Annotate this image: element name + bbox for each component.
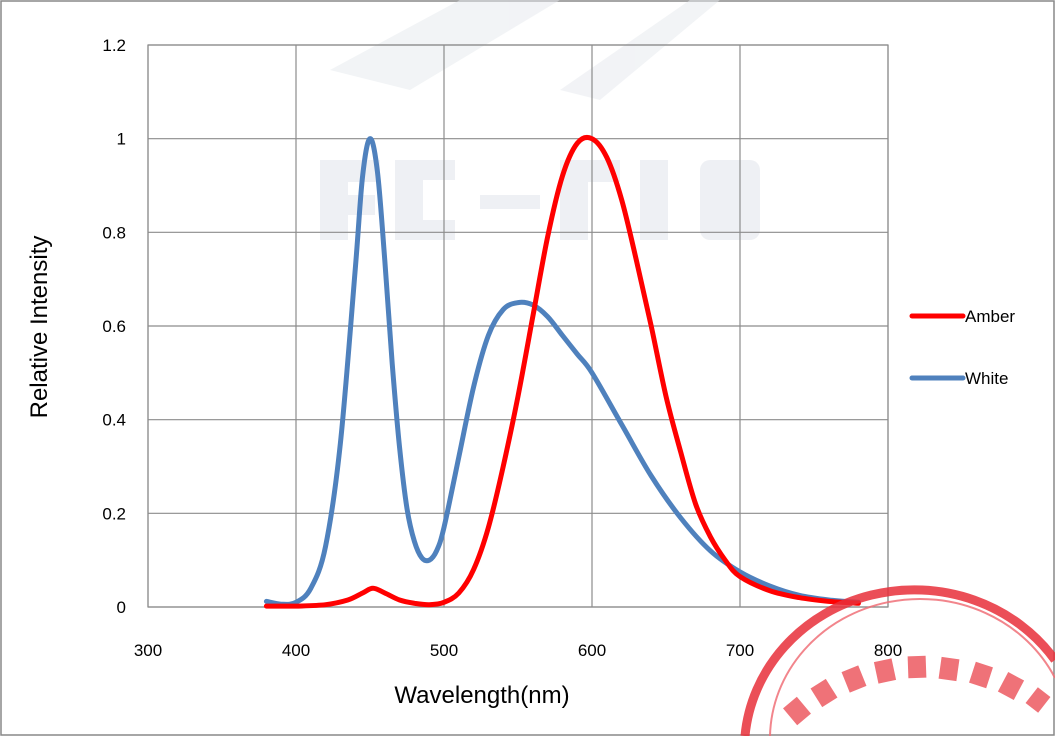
series-line-amber [263, 134, 861, 609]
x-tick-label: 800 [874, 641, 902, 660]
x-tick-label: 700 [726, 641, 754, 660]
seal-ring [740, 585, 1055, 737]
x-axis-title: Wavelength(nm) [394, 682, 569, 709]
company-seal [740, 585, 1055, 737]
x-tick-label: 500 [430, 641, 458, 660]
watermark [320, 0, 760, 240]
plot-area-frame [147, 44, 889, 608]
series-lines [263, 134, 861, 609]
seal-characters [783, 655, 1051, 726]
x-tick-labels: 300 400 500 600 700 800 [134, 641, 902, 660]
series-line-white [263, 136, 861, 607]
legend-label-amber: Amber [965, 307, 1015, 326]
x-tick-label: 400 [282, 641, 310, 660]
y-tick-label: 0.4 [102, 411, 126, 430]
x-tick-label: 600 [578, 641, 606, 660]
y-tick-label: 0.6 [102, 317, 126, 336]
y-tick-label: 1.2 [102, 36, 126, 55]
legend: Amber White [909, 307, 1015, 388]
x-tick-label: 300 [134, 641, 162, 660]
y-tick-labels: 0 0.2 0.4 0.6 0.8 1 1.2 [102, 36, 126, 617]
y-tick-label: 0.8 [102, 223, 126, 242]
y-tick-label: 0 [117, 598, 126, 617]
plot-frame [147, 44, 889, 608]
watermark-letters [320, 160, 760, 240]
y-tick-label: 0.2 [102, 504, 126, 523]
legend-label-white: White [965, 369, 1008, 388]
y-axis-title: Relative Intensity [26, 236, 53, 419]
seal-inner-ring [769, 597, 1055, 737]
watermark-stroke-2 [560, 0, 720, 100]
y-tick-label: 1 [117, 130, 126, 149]
